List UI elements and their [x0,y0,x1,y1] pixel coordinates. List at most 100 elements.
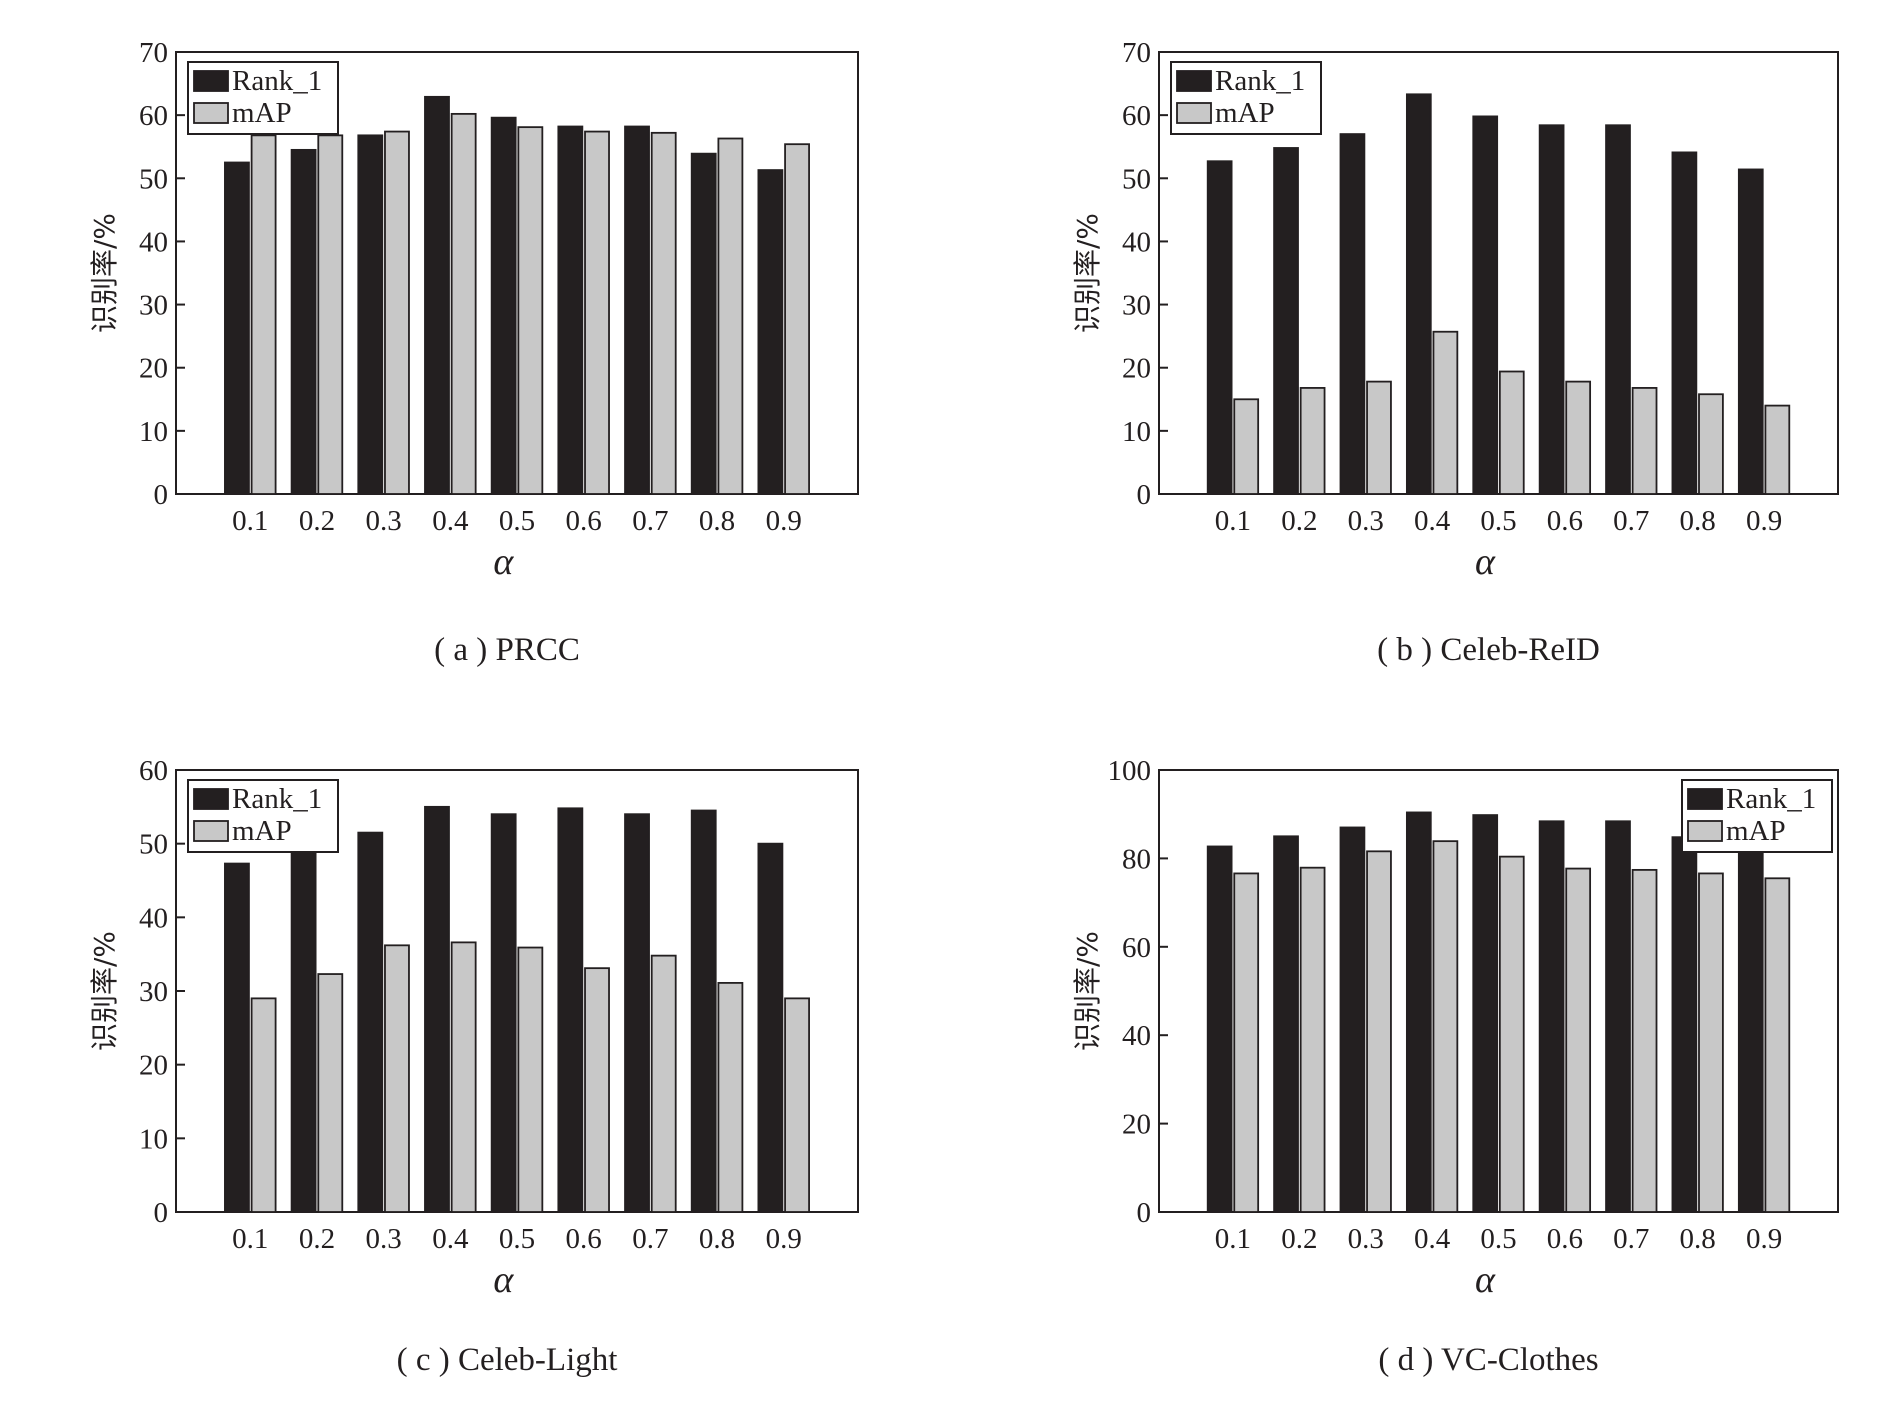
y-tick-label: 80 [1122,843,1151,875]
y-tick-label: 30 [139,290,168,322]
y-tick-label: 50 [139,829,168,861]
bar-map-0.2 [317,134,344,495]
y-tick-label: 0 [154,479,169,511]
legend-label-map: mAP [1726,815,1786,847]
y-tick-label: 40 [1122,1020,1151,1052]
bar-map-0.8 [717,137,744,495]
bar-map-0.5 [517,126,544,495]
x-tick-label: 0.8 [699,505,735,537]
chart-panel-3: 0 20 40 60 80 100 0.1 0.2 0.3 0.4 0.5 0.6 0.7 0.8 0.9 α… [1071,755,1839,1378]
legend-swatch-map [1176,102,1212,124]
bar-rank1-0.5 [1472,814,1499,1213]
bar-map-0.7 [650,131,677,495]
bar-map-0.4 [450,112,477,495]
bar-rank1-0.4 [1405,93,1432,495]
bar-map-0.9 [784,143,810,495]
legend-label-rank1: Rank_1 [1726,783,1816,815]
bar-rank1-0.3 [357,831,384,1213]
bar-map-0.3 [1366,850,1392,1213]
legend-swatch-rank1 [1176,70,1212,92]
bar-map-0.1 [1233,872,1260,1213]
x-tick-label: 0.2 [1281,1223,1317,1255]
bar-map-0.4 [1432,330,1459,495]
bar-map-0.8 [717,981,744,1213]
chart-panel-1: 0 10 20 30 40 50 60 70 0.1 0.2 0.3 0.4 0.5 0.6 0.7 0.8 0… [1071,37,1839,668]
bar-rank1-0.3 [357,134,384,495]
x-tick-label: 0.6 [566,1223,602,1255]
bar-map-0.8 [1698,393,1724,495]
bar-rank1-0.6 [1538,124,1565,495]
x-tick-label: 0.6 [566,505,602,537]
x-tick-label: 0.1 [232,505,268,537]
x-tick-label: 0.6 [1547,1223,1583,1255]
bar-rank1-0.1 [1206,845,1233,1213]
y-tick-label: 40 [1122,226,1151,258]
x-tick-label: 0.2 [1281,505,1317,537]
x-tick-label: 0.1 [1215,1223,1251,1255]
bar-rank1-0.4 [424,95,450,495]
bar-map-0.7 [1631,387,1658,495]
y-tick-label: 20 [1122,1109,1151,1141]
bar-rank1-0.1 [224,862,250,1213]
bar-map-0.6 [584,967,610,1213]
y-tick-label: 60 [1122,932,1151,964]
y-tick-label: 0 [1137,479,1152,511]
y-tick-label: 20 [1122,353,1151,385]
y-tick-label: 30 [139,976,168,1008]
x-tick-label: 0.8 [1680,1223,1716,1255]
bar-map-0.3 [1366,380,1392,495]
y-tick-label: 60 [1122,100,1151,132]
legend-swatch-rank1 [1687,788,1723,810]
bar-map-0.8 [1698,872,1724,1213]
bar-map-0.1 [250,134,277,495]
y-tick-label: 50 [1122,163,1151,195]
x-tick-label: 0.7 [1613,505,1649,537]
bar-map-0.9 [784,997,810,1213]
y-tick-label: 40 [139,226,168,258]
bar-rank1-0.4 [1405,811,1432,1213]
legend-swatch-rank1 [193,70,229,92]
bar-rank1-0.9 [1737,168,1764,495]
plot-frame [1158,769,1839,1213]
bar-rank1-0.7 [624,813,650,1213]
plot-frame [175,51,859,495]
x-tick-label: 0.4 [1414,1223,1451,1255]
bar-rank1-0.8 [690,809,717,1213]
x-tick-label: 0.7 [632,505,668,537]
legend-label-map: mAP [1215,97,1275,129]
bar-rank1-0.2 [290,148,317,495]
x-tick-label: 0.9 [766,1223,802,1255]
x-tick-label: 0.2 [299,505,335,537]
bar-map-0.2 [1299,866,1326,1213]
legend-label-rank1: Rank_1 [1215,65,1305,97]
x-tick-label: 0.3 [366,1223,402,1255]
legend-label-rank1: Rank_1 [232,65,322,97]
bar-rank1-0.9 [757,169,784,495]
bar-rank1-0.7 [624,125,650,495]
x-axis-label: α [493,1259,514,1301]
chart-panel-2: 0 10 20 30 40 50 60 0.1 0.2 0.3 0.4 0.5 0.6 0.7 0.8 0.9… [88,755,859,1378]
bar-map-0.6 [1565,867,1592,1213]
bar-rank1-0.7 [1605,124,1631,495]
bar-rank1-0.5 [490,116,517,495]
x-tick-label: 0.1 [232,1223,268,1255]
x-tick-label: 0.9 [1746,1223,1782,1255]
y-tick-label: 30 [1122,290,1151,322]
bar-map-0.1 [1233,398,1260,495]
y-axis-label: 识别率/% [1071,213,1104,333]
y-tick-label: 10 [1122,416,1151,448]
x-tick-label: 0.9 [766,505,802,537]
x-tick-label: 0.3 [1348,1223,1384,1255]
y-tick-label: 0 [1137,1197,1152,1229]
bar-map-0.2 [1299,387,1326,495]
bar-map-0.7 [1631,868,1658,1213]
x-tick-label: 0.4 [432,505,469,537]
legend-label-map: mAP [232,815,292,847]
bar-rank1-0.5 [1472,115,1499,495]
bar-map-0.3 [384,944,410,1213]
bar-map-0.5 [1498,370,1525,495]
